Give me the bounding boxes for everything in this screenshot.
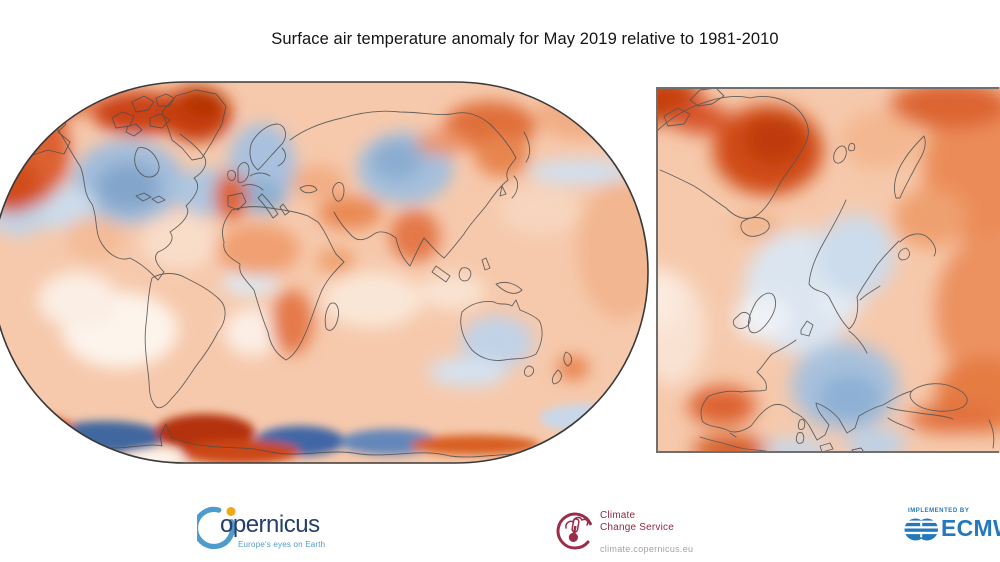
copernicus-wordmark: opernicus (220, 511, 320, 538)
ecmwf-implemented-by-label: IMPLEMENTED BY (908, 508, 970, 514)
c3s-emblem-icon (556, 512, 592, 550)
europe-anomaly-map (656, 87, 1000, 453)
thermometer-icon (568, 518, 580, 542)
copernicus-dot-icon (226, 507, 236, 516)
copernicus-crescent-icon (197, 506, 236, 550)
c3s-name-line2: Change Service (600, 522, 674, 533)
climate-change-service-logo: Climate Change Service climate.copernicu… (556, 494, 726, 558)
europe-anomaly-field (656, 87, 1000, 453)
ecmwf-wordmark: ECMWF (941, 515, 1000, 541)
world-anomaly-field (0, 82, 648, 463)
europe-map-frame (656, 87, 999, 453)
c3s-name-line1: Climate (600, 510, 636, 521)
c3s-url: climate.copernicus.eu (600, 544, 694, 554)
europe-coastlines (656, 87, 995, 453)
world-anomaly-map (0, 81, 649, 464)
world-map-outline (0, 81, 649, 464)
copernicus-tagline: Europe's eyes on Earth (238, 540, 326, 549)
copernicus-logo: opernicus Europe's eyes on Earth (197, 498, 337, 556)
ecmwf-logo: IMPLEMENTED BY ECMWF (904, 506, 1000, 552)
ecmwf-rings-icon (904, 518, 940, 541)
figure-title: Surface air temperature anomaly for May … (271, 30, 779, 48)
